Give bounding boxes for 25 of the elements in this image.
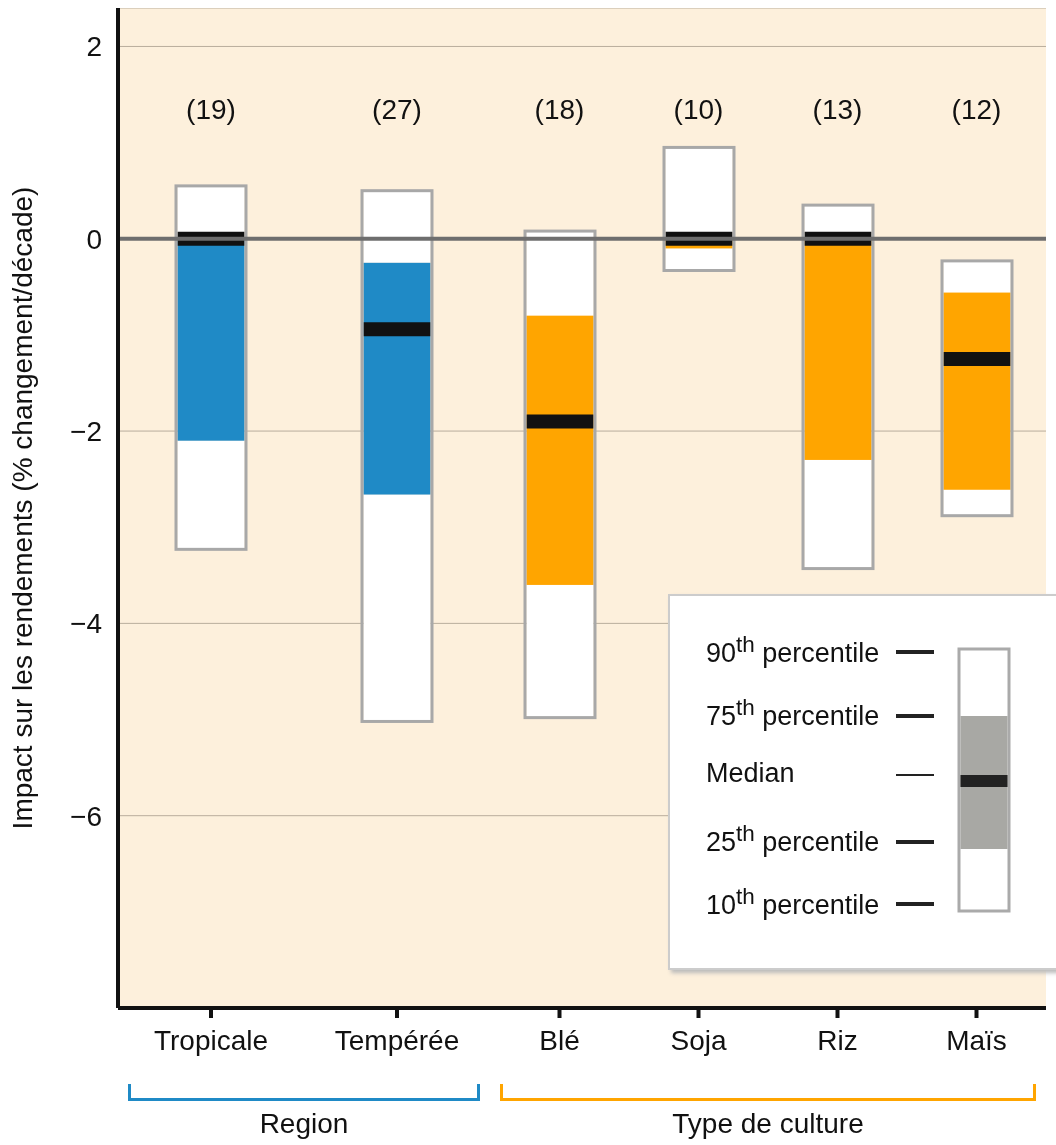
y-tick-label: 2: [86, 31, 102, 63]
annotation: (10): [672, 94, 725, 126]
x-axis-title: Type de culture: [671, 1108, 865, 1140]
y-axis-title: Impact sur les rendements (% changement/décade): [6, 186, 38, 830]
annotation: (12): [950, 94, 1003, 126]
annotation: 25$^{th}$ percentile: [706, 821, 880, 857]
annotation: 10$^{th}$ percentile: [706, 884, 880, 920]
annotation: Median: [706, 758, 795, 788]
y-tick-label: −6: [70, 800, 102, 832]
x-tick-label: Blé: [539, 1024, 580, 1056]
annotation: (18): [533, 94, 586, 126]
annotation: 90$^{th}$ percentile: [706, 632, 880, 668]
annotation: (27): [371, 94, 423, 126]
x-tick-label: Riz: [817, 1024, 858, 1056]
y-tick-label: −2: [70, 416, 102, 448]
x-axis-title: Region: [258, 1108, 350, 1140]
x-tick-label: Soja: [670, 1024, 727, 1056]
annotation: 75$^{th}$ percentile: [706, 695, 880, 731]
annotation: (19): [185, 94, 237, 126]
y-tick-label: 0: [86, 223, 102, 255]
x-tick-label: Maïs: [946, 1024, 1007, 1056]
annotation: (13): [811, 94, 864, 126]
x-tick-label: Tropicale: [153, 1024, 269, 1056]
x-tick-label: Tempérée: [334, 1024, 460, 1056]
y-tick-label: −4: [70, 608, 102, 640]
